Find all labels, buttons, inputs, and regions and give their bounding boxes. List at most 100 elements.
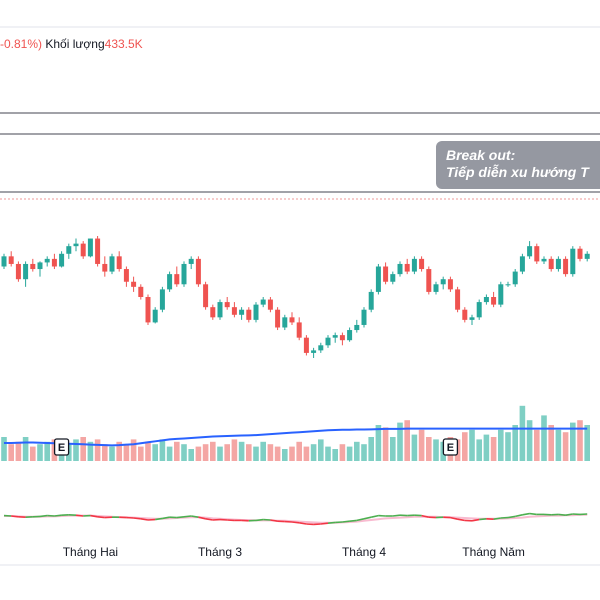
volume-bar	[102, 444, 108, 461]
candle-body	[462, 309, 468, 320]
candle-body	[138, 286, 144, 297]
volume-bar	[15, 441, 22, 461]
volume-bar	[462, 432, 468, 461]
volume-bar	[562, 432, 569, 461]
candle-body	[476, 302, 482, 318]
x-axis-label: Tháng 3	[198, 545, 242, 559]
event-marker[interactable]: E	[442, 438, 459, 456]
volume-bar	[217, 446, 223, 461]
candle-body	[534, 246, 540, 262]
candle-body	[37, 262, 43, 270]
volume-bar	[130, 439, 137, 461]
event-marker-box	[442, 438, 459, 456]
candle-body	[275, 309, 281, 328]
volume-bar	[526, 420, 533, 461]
volume-bar	[37, 444, 43, 461]
candle-body	[325, 337, 331, 346]
volume-bar	[548, 425, 554, 461]
candle-body	[109, 256, 115, 272]
candle-body	[311, 350, 317, 353]
volume-ma-line	[4, 427, 588, 447]
volume-bar	[404, 420, 410, 461]
volume-bar	[174, 441, 180, 461]
indicator-main-segment	[371, 514, 379, 518]
volume-bar	[224, 444, 230, 461]
candle-body	[210, 307, 216, 318]
indicator-main-segment	[176, 516, 185, 519]
volume-bar	[289, 446, 295, 461]
candle-body	[195, 258, 201, 285]
indicator-main-segment	[529, 512, 537, 516]
event-marker-label: E	[58, 442, 65, 454]
candle-body	[548, 258, 554, 270]
candle-body	[361, 309, 367, 325]
volume-bar	[109, 446, 115, 461]
event-marker[interactable]: E	[53, 438, 70, 456]
candle-body	[267, 299, 273, 310]
volume-bar	[361, 444, 367, 461]
indicator-main-segment	[191, 515, 199, 518]
indicator-main-segment	[349, 519, 357, 522]
indicator-main-segment	[363, 516, 372, 520]
candle-body	[253, 304, 259, 320]
indicator-main-segment	[515, 514, 523, 518]
volume-bar	[433, 439, 439, 461]
candle-body	[224, 302, 230, 308]
candle-body	[44, 258, 50, 263]
candle-body	[152, 309, 158, 323]
volume-bar	[282, 449, 288, 461]
volume-bar	[584, 425, 590, 461]
volume-bar	[534, 429, 540, 461]
event-marker-label: E	[447, 442, 454, 454]
candle-body	[519, 256, 525, 272]
volume-group	[1, 405, 590, 461]
volume-bar	[469, 429, 475, 461]
indicator-main-segment	[356, 518, 365, 522]
candle-body	[15, 263, 21, 280]
volume-bar	[8, 444, 14, 461]
candle-body	[159, 289, 165, 310]
volume-bar	[202, 444, 209, 461]
volume-bar	[541, 415, 547, 461]
event-marker-box	[53, 438, 70, 456]
candle-body	[512, 271, 518, 285]
candle-body	[59, 253, 65, 267]
volume-bar	[476, 439, 482, 461]
candle-body	[390, 274, 396, 282]
indicator-main-segment	[39, 514, 48, 518]
indicator-main-segment	[183, 515, 192, 518]
volume-bar	[555, 429, 562, 461]
indicator-main-segment	[342, 520, 350, 523]
volume-bar	[210, 441, 216, 461]
volume-bar	[267, 444, 274, 461]
volume-bar	[80, 437, 86, 461]
candle-body	[95, 238, 101, 264]
indicator-main-segment	[327, 521, 336, 524]
candle-body	[527, 246, 533, 257]
volume-bar	[253, 446, 259, 461]
indicator-main-segment	[198, 516, 206, 520]
candle-body	[239, 309, 245, 315]
candle-body	[87, 238, 93, 257]
candle-body	[30, 263, 36, 270]
volume-bar	[483, 434, 490, 461]
breakout-annotation[interactable]: Break out: Tiếp diễn xu hướng T	[436, 141, 600, 189]
indicator-group	[3, 512, 588, 526]
volume-bar	[332, 449, 338, 461]
volume-bar	[238, 441, 245, 461]
volume-bar	[505, 432, 511, 461]
volume-bar	[159, 439, 166, 461]
indicator-main-segment	[558, 513, 566, 516]
volume-bar	[152, 444, 158, 461]
candle-body	[397, 263, 403, 275]
candle-body	[498, 284, 504, 305]
volume-bar	[274, 446, 281, 461]
legend: -0.81%) Khối lượng433.5K	[0, 37, 143, 51]
candle-body	[1, 256, 7, 267]
candle-body	[411, 258, 417, 272]
indicator-main-segment	[450, 516, 458, 520]
volume-bar	[390, 437, 396, 461]
indicator-main-segment	[90, 514, 98, 518]
